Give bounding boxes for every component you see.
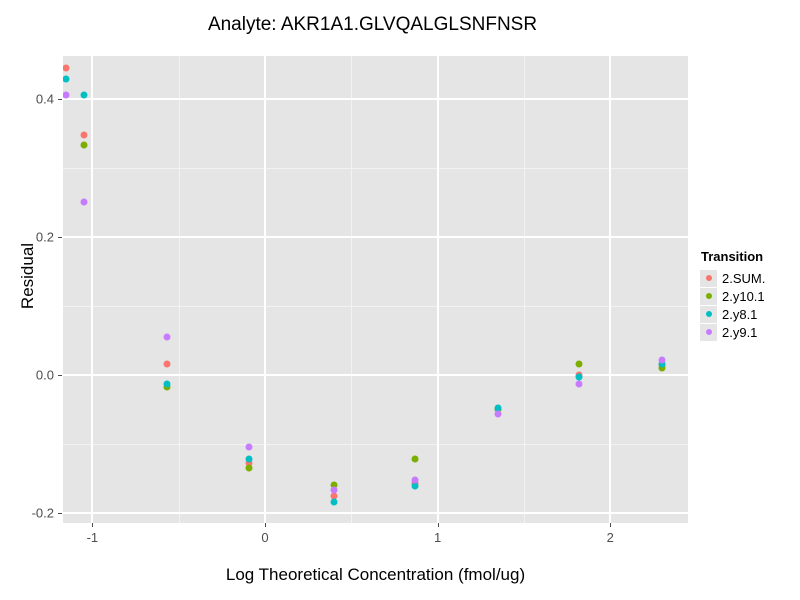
legend-title: Transition (701, 249, 764, 264)
x-axis-tick-label: -1 (86, 530, 99, 545)
legend-color-dot (705, 311, 712, 317)
y-axis-tick-label: 0.0 (35, 367, 54, 383)
gridline-major-horizontal (63, 511, 688, 514)
data-point (163, 360, 171, 368)
data-point (330, 492, 338, 500)
gridline-minor-vertical (351, 56, 353, 523)
legend-item-label: 2.y9.1 (722, 324, 758, 340)
gridline-major-horizontal (63, 235, 688, 238)
y-axis-tick-label: 0.2 (35, 229, 54, 245)
x-axis-tick-mark (92, 523, 94, 527)
data-point (575, 360, 583, 368)
data-point (330, 481, 338, 489)
gridline-major-horizontal (63, 97, 688, 100)
x-axis-tick-label: 0 (261, 530, 269, 545)
legend-key-swatch (700, 305, 717, 323)
data-point (63, 64, 70, 72)
x-axis-title: Log Theoretical Concentration (fmol/ug) (225, 565, 526, 584)
gridline-minor-vertical (523, 56, 525, 523)
data-point (494, 410, 502, 418)
data-point (245, 464, 253, 472)
data-point (63, 91, 70, 99)
data-point (494, 404, 502, 412)
gridline-major-vertical (91, 56, 94, 523)
y-axis-tick-mark (58, 98, 62, 100)
gridline-major-horizontal (63, 373, 688, 376)
x-axis-tick-label: 1 (434, 530, 442, 545)
data-point (245, 443, 253, 451)
data-point (163, 333, 171, 341)
gridline-major-vertical (609, 56, 612, 523)
legend-item[interactable]: 2.y10.1 (700, 287, 765, 305)
legend-item[interactable]: 2.y8.1 (700, 305, 765, 323)
data-point (411, 482, 419, 490)
legend-color-dot (705, 293, 712, 299)
y-axis-tick-label: 0.4 (35, 91, 54, 107)
data-point (163, 380, 171, 388)
legend-key-swatch (700, 287, 717, 305)
legend-item[interactable]: 2.SUM. (700, 269, 765, 287)
data-point (80, 91, 88, 99)
legend-color-dot (705, 329, 712, 335)
gridline-minor-horizontal (63, 443, 688, 445)
legend-item[interactable]: 2.y9.1 (700, 323, 765, 341)
data-point (658, 356, 666, 363)
legend-key-swatch (700, 323, 717, 341)
data-point (575, 380, 583, 388)
legend-key-swatch (700, 269, 717, 287)
x-axis-tick-mark (265, 523, 266, 527)
legend-item-label: 2.y8.1 (722, 306, 758, 322)
data-point (245, 459, 253, 467)
legend-item-label: 2.y10.1 (722, 288, 765, 304)
gridline-minor-horizontal (63, 305, 688, 307)
data-point (80, 198, 88, 206)
y-axis-tick-label: -0.2 (31, 505, 54, 521)
x-axis-tick-mark (437, 523, 439, 527)
legend-color-dot (705, 275, 712, 281)
x-axis-tick-mark (610, 523, 612, 527)
y-axis-title: Residual (18, 242, 37, 310)
plot-panel (63, 56, 688, 523)
data-point (411, 476, 419, 484)
data-point (80, 131, 88, 139)
gridline-minor-vertical (178, 56, 180, 523)
legend-items: 2.SUM. 2.y10.1 2.y8.1 2.y9.1 (700, 269, 765, 341)
data-point (245, 455, 253, 463)
gridline-minor-horizontal (63, 167, 688, 169)
y-axis-tick-mark (58, 512, 62, 514)
data-point (575, 373, 583, 381)
x-axis-tick-label: 2 (606, 530, 614, 545)
data-point (330, 498, 338, 506)
data-point (411, 455, 419, 463)
y-axis-tick-mark (58, 374, 62, 376)
data-point (658, 360, 666, 368)
data-point (63, 75, 70, 83)
y-axis-tick-mark (58, 236, 62, 238)
chart-title: Analyte: AKR1A1.GLVQALGLSNFNSR (207, 14, 538, 35)
legend: Transition 2.SUM. 2.y10.1 2.y8.1 2.y9.1 (700, 249, 765, 341)
gridline-major-vertical (436, 56, 439, 523)
gridline-major-vertical (264, 56, 266, 523)
data-point (80, 141, 88, 149)
legend-item-label: 2.SUM. (722, 270, 766, 286)
data-point (330, 486, 338, 494)
